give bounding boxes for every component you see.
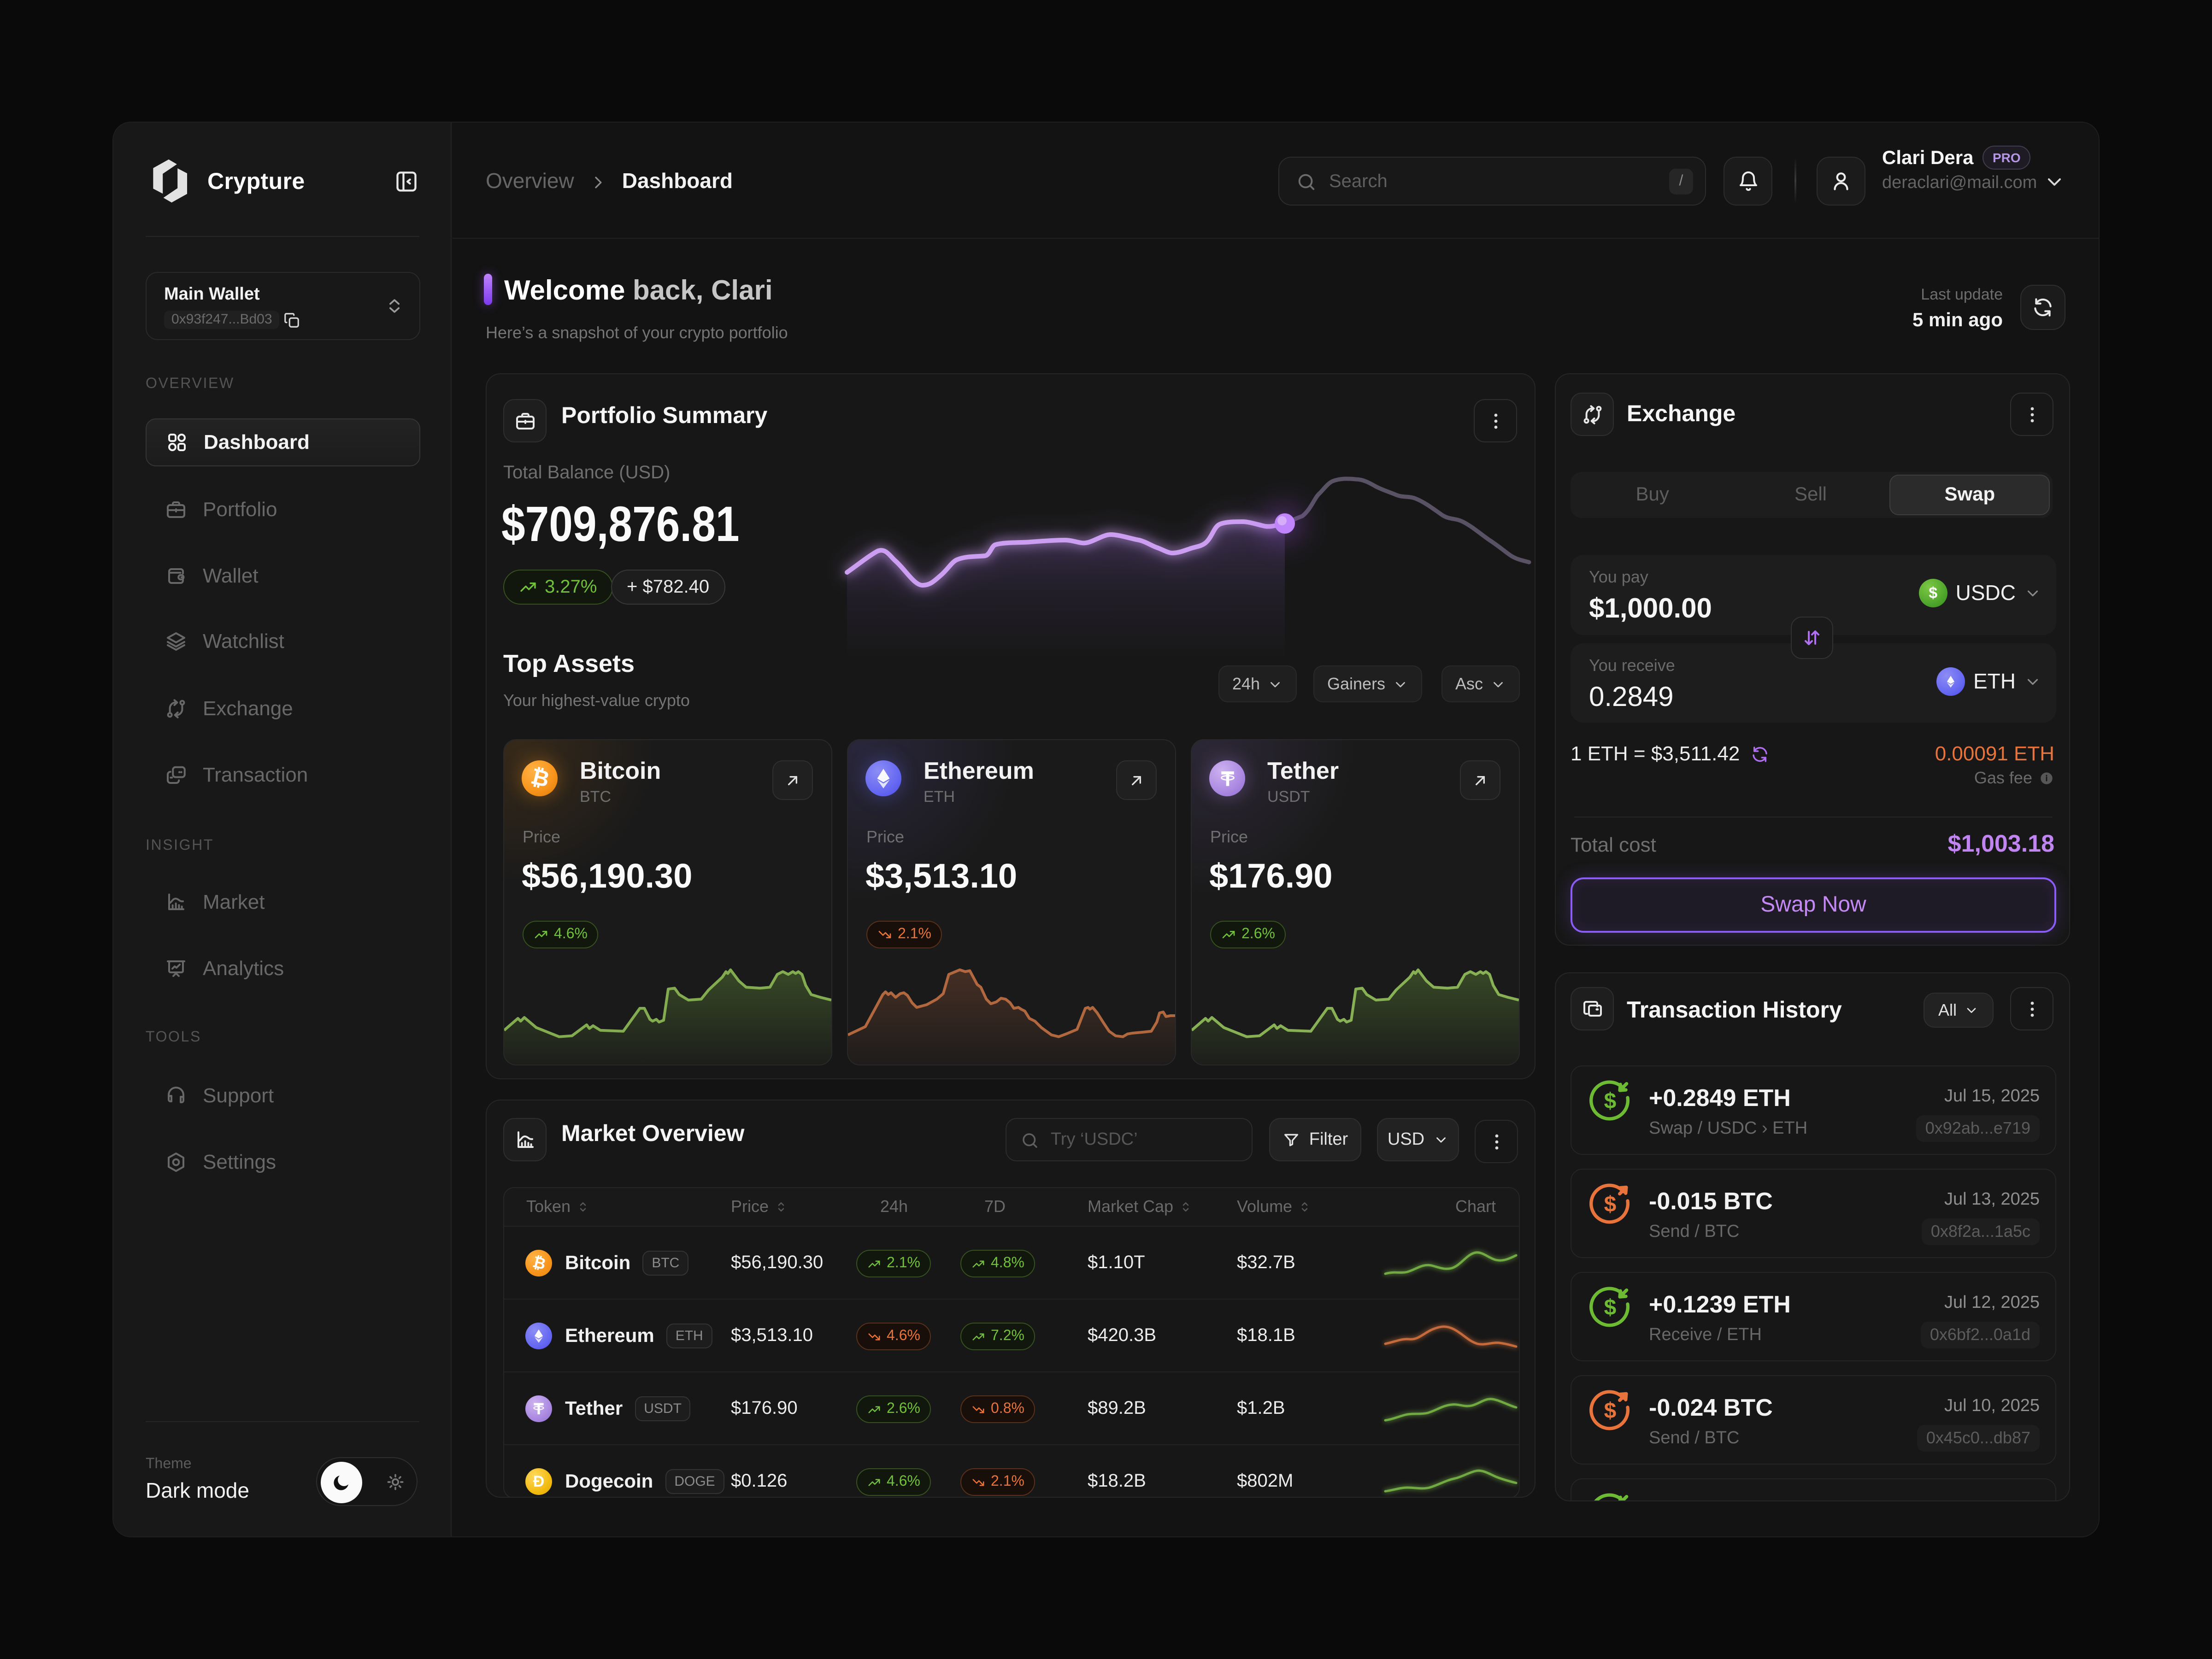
svg-text:$: $ — [1604, 1192, 1617, 1217]
svg-text:$: $ — [1604, 1295, 1617, 1320]
svg-text:$: $ — [1604, 1399, 1617, 1423]
svg-text:$: $ — [1604, 1089, 1617, 1113]
